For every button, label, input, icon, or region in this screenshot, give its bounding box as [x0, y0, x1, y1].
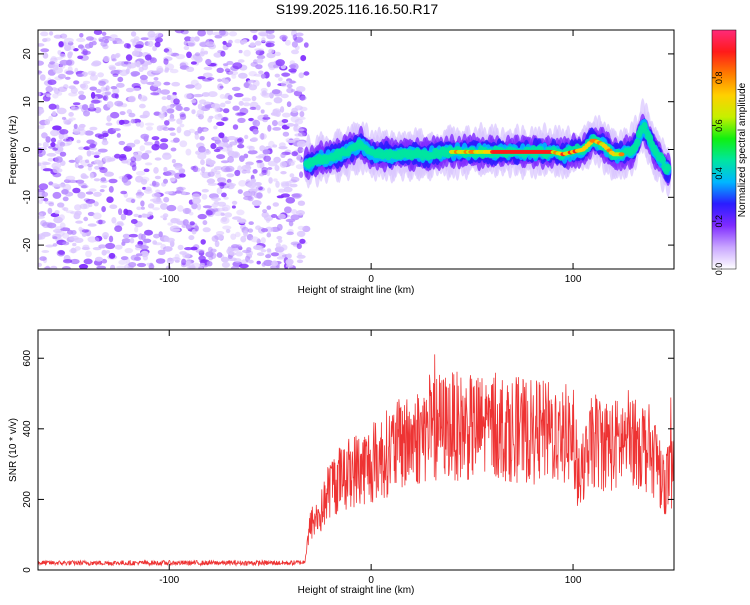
snr-series-line: [38, 354, 674, 567]
colorbar-tick-label: 0.0: [714, 263, 724, 276]
y-tick-label: 200: [22, 491, 33, 508]
x-tick-label: 0: [368, 575, 374, 586]
snr-frame: [37, 329, 675, 571]
y-tick-label: -10: [22, 190, 33, 205]
colorbar-tick-label: 0.6: [714, 119, 724, 132]
colorbar-tick-label: 0.4: [714, 167, 724, 180]
x-tick-label: 100: [565, 274, 582, 285]
y-tick-label: 0: [22, 567, 33, 573]
colorbar-label: Normalized spectral amplitude: [737, 82, 748, 217]
colorbar-tick-label: 0.8: [714, 72, 724, 85]
colorbar-gradient: [712, 30, 736, 269]
spectrogram-ylabel: Frequency (Hz): [8, 116, 19, 185]
snr-ylabel: SNR (10 * v/v): [8, 418, 19, 482]
x-tick-label: 0: [368, 274, 374, 285]
colorbar-ticks: 0.0 0.2 0.4 0.6 0.8: [712, 72, 724, 276]
spectrogram-xlabel: Height of straight line (km): [298, 285, 415, 296]
x-tick-label: 100: [565, 575, 582, 586]
y-tick-label: 10: [22, 96, 33, 108]
spectrogram-noise: [38, 30, 311, 269]
y-tick-label: 400: [22, 420, 33, 437]
y-tick-label: -20: [22, 237, 33, 252]
colorbar-frame: [711, 29, 737, 270]
y-tick-label: 0: [22, 146, 33, 152]
figure-title: S199.2025.116.16.50.R17: [276, 1, 439, 17]
y-tick-label: 600: [22, 349, 33, 366]
colorbar: 0.0 0.2 0.4 0.6 0.8 Normalized spectral ampl…: [711, 29, 748, 276]
y-tick-label: 20: [22, 48, 33, 60]
snr-ticks: -100 0 100 0 200 400 600: [22, 330, 674, 586]
snr-panel: -100 0 100 0 200 400 600 Height of straight li…: [8, 329, 675, 596]
x-tick-label: -100: [159, 575, 179, 586]
spectrogram-ridge: [303, 98, 672, 197]
x-tick-label: -100: [159, 274, 179, 285]
colorbar-tick-label: 0.2: [714, 215, 724, 228]
snr-xlabel: Height of straight line (km): [298, 585, 415, 596]
